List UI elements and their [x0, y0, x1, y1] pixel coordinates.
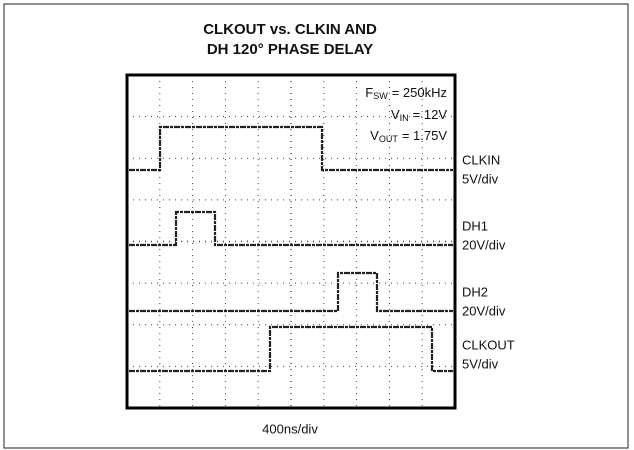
subscript: OUT — [379, 134, 399, 144]
value: = 250kHz — [392, 85, 447, 100]
channel-scale: 20V/div — [462, 303, 506, 318]
channel-scale: 5V/div — [462, 356, 499, 371]
condition: FSW = 250kHz — [365, 85, 447, 101]
time-scale: 400ns/div — [262, 421, 318, 436]
channel-scale: 5V/div — [462, 171, 499, 186]
figure: CLKOUT vs. CLKIN AND DH 120° PHASE DELAY… — [0, 0, 634, 450]
graticule — [127, 75, 455, 408]
subscript: SW — [373, 91, 388, 101]
channel-name: DH1 — [462, 218, 488, 233]
dh1-trace — [129, 212, 453, 245]
condition: VIN = 12V — [391, 107, 447, 123]
symbol: V — [370, 128, 379, 143]
scope-screen — [127, 75, 455, 408]
title-line: CLKOUT vs. CLKIN AND — [203, 21, 377, 38]
symbol: F — [365, 85, 373, 100]
page: {"title": {"lines": ["CLKOUT vs. CLKIN A… — [0, 0, 634, 450]
value: = 12V — [413, 107, 448, 122]
value: = 1.75V — [402, 128, 448, 143]
frame — [4, 4, 628, 448]
title-line: DH 120° PHASE DELAY — [207, 41, 373, 58]
channel-name: DH2 — [462, 284, 488, 299]
condition: VOUT= 1.75V — [370, 128, 447, 144]
symbol: V — [391, 107, 400, 122]
channel-name: CLKOUT — [462, 337, 515, 352]
channel-scale: 20V/div — [462, 237, 506, 252]
channel-name: CLKIN — [462, 152, 500, 167]
subscript: IN — [400, 113, 409, 123]
